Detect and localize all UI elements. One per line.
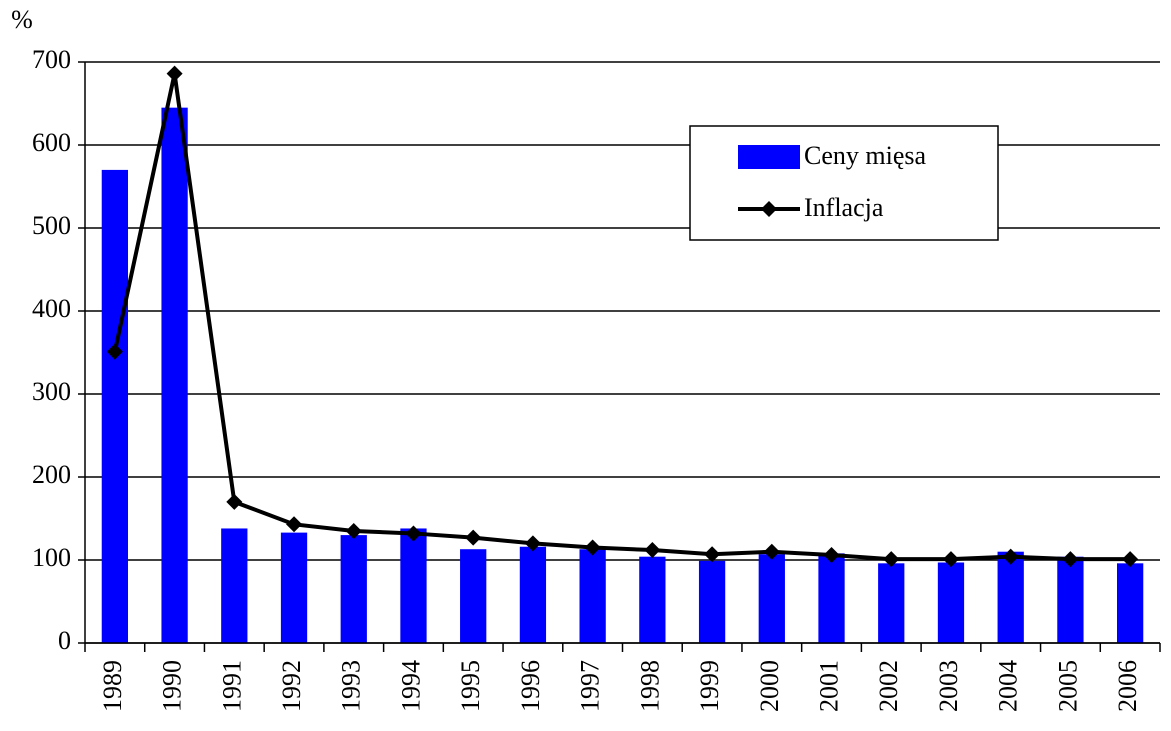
bar xyxy=(818,553,845,643)
y-tick-label: 0 xyxy=(58,626,71,655)
bar xyxy=(1117,563,1144,643)
bar xyxy=(400,528,427,643)
y-tick-label: 300 xyxy=(32,377,71,406)
y-tick-label: 100 xyxy=(32,543,71,572)
x-tick-label: 2004 xyxy=(994,660,1023,712)
x-tick-label: 1998 xyxy=(635,660,664,712)
y-tick-label: 400 xyxy=(32,294,71,323)
marker xyxy=(465,529,482,546)
bar xyxy=(639,556,666,643)
y-tick-label: 700 xyxy=(32,45,71,74)
legend-label: Ceny mięsa xyxy=(804,141,926,170)
bar xyxy=(519,546,547,643)
x-tick-label: 1992 xyxy=(277,660,306,712)
bar xyxy=(937,562,965,643)
line xyxy=(112,73,1131,562)
x-tick-label: 1997 xyxy=(576,660,605,712)
marker xyxy=(763,543,780,560)
x-tick-label: 2002 xyxy=(874,660,903,712)
y-axis-label: % xyxy=(11,5,33,34)
x-tick-label: 2003 xyxy=(934,660,963,712)
y-tick-label: 500 xyxy=(32,211,71,240)
marker xyxy=(166,65,183,82)
x-tick-label: 1994 xyxy=(396,660,425,712)
y-tick-label: 200 xyxy=(32,460,71,489)
marker xyxy=(704,546,721,563)
x-tick-label: 1993 xyxy=(337,660,366,712)
x-tick-label: 1995 xyxy=(456,660,485,712)
legend-label: Inflacja xyxy=(804,193,884,222)
x-tick-label: 2006 xyxy=(1113,660,1142,712)
marker xyxy=(1062,551,1079,568)
marker xyxy=(1002,548,1019,565)
marker xyxy=(1122,551,1139,568)
bar xyxy=(161,107,188,643)
bar xyxy=(101,169,128,643)
marker xyxy=(942,551,959,568)
x-tick-label: 2001 xyxy=(814,660,843,712)
marker xyxy=(345,522,362,539)
x-tick-label: 1996 xyxy=(516,660,545,712)
bar xyxy=(997,551,1024,643)
legend-marker xyxy=(761,201,777,217)
marker xyxy=(286,516,303,533)
bar xyxy=(1057,556,1084,643)
bar xyxy=(460,549,487,643)
x-tick-label: 1991 xyxy=(217,660,246,712)
x-tick-label: 1990 xyxy=(158,660,187,712)
marker xyxy=(524,535,541,552)
bar xyxy=(878,563,905,643)
marker xyxy=(883,551,900,568)
bar xyxy=(579,549,606,643)
legend-swatch xyxy=(738,145,800,169)
marker xyxy=(106,343,123,360)
bar xyxy=(280,532,308,643)
bar xyxy=(758,554,785,643)
y-tick-label: 600 xyxy=(32,128,71,157)
bar xyxy=(340,535,367,643)
x-tick-label: 2005 xyxy=(1053,660,1082,712)
bar xyxy=(221,528,248,643)
marker xyxy=(405,525,422,542)
bar xyxy=(698,560,726,643)
marker xyxy=(644,542,661,559)
x-tick-label: 2000 xyxy=(755,660,784,712)
marker xyxy=(823,547,840,564)
x-tick-label: 1999 xyxy=(695,660,724,712)
marker xyxy=(584,539,601,556)
x-tick-label: 1989 xyxy=(98,660,127,712)
marker xyxy=(226,493,243,510)
